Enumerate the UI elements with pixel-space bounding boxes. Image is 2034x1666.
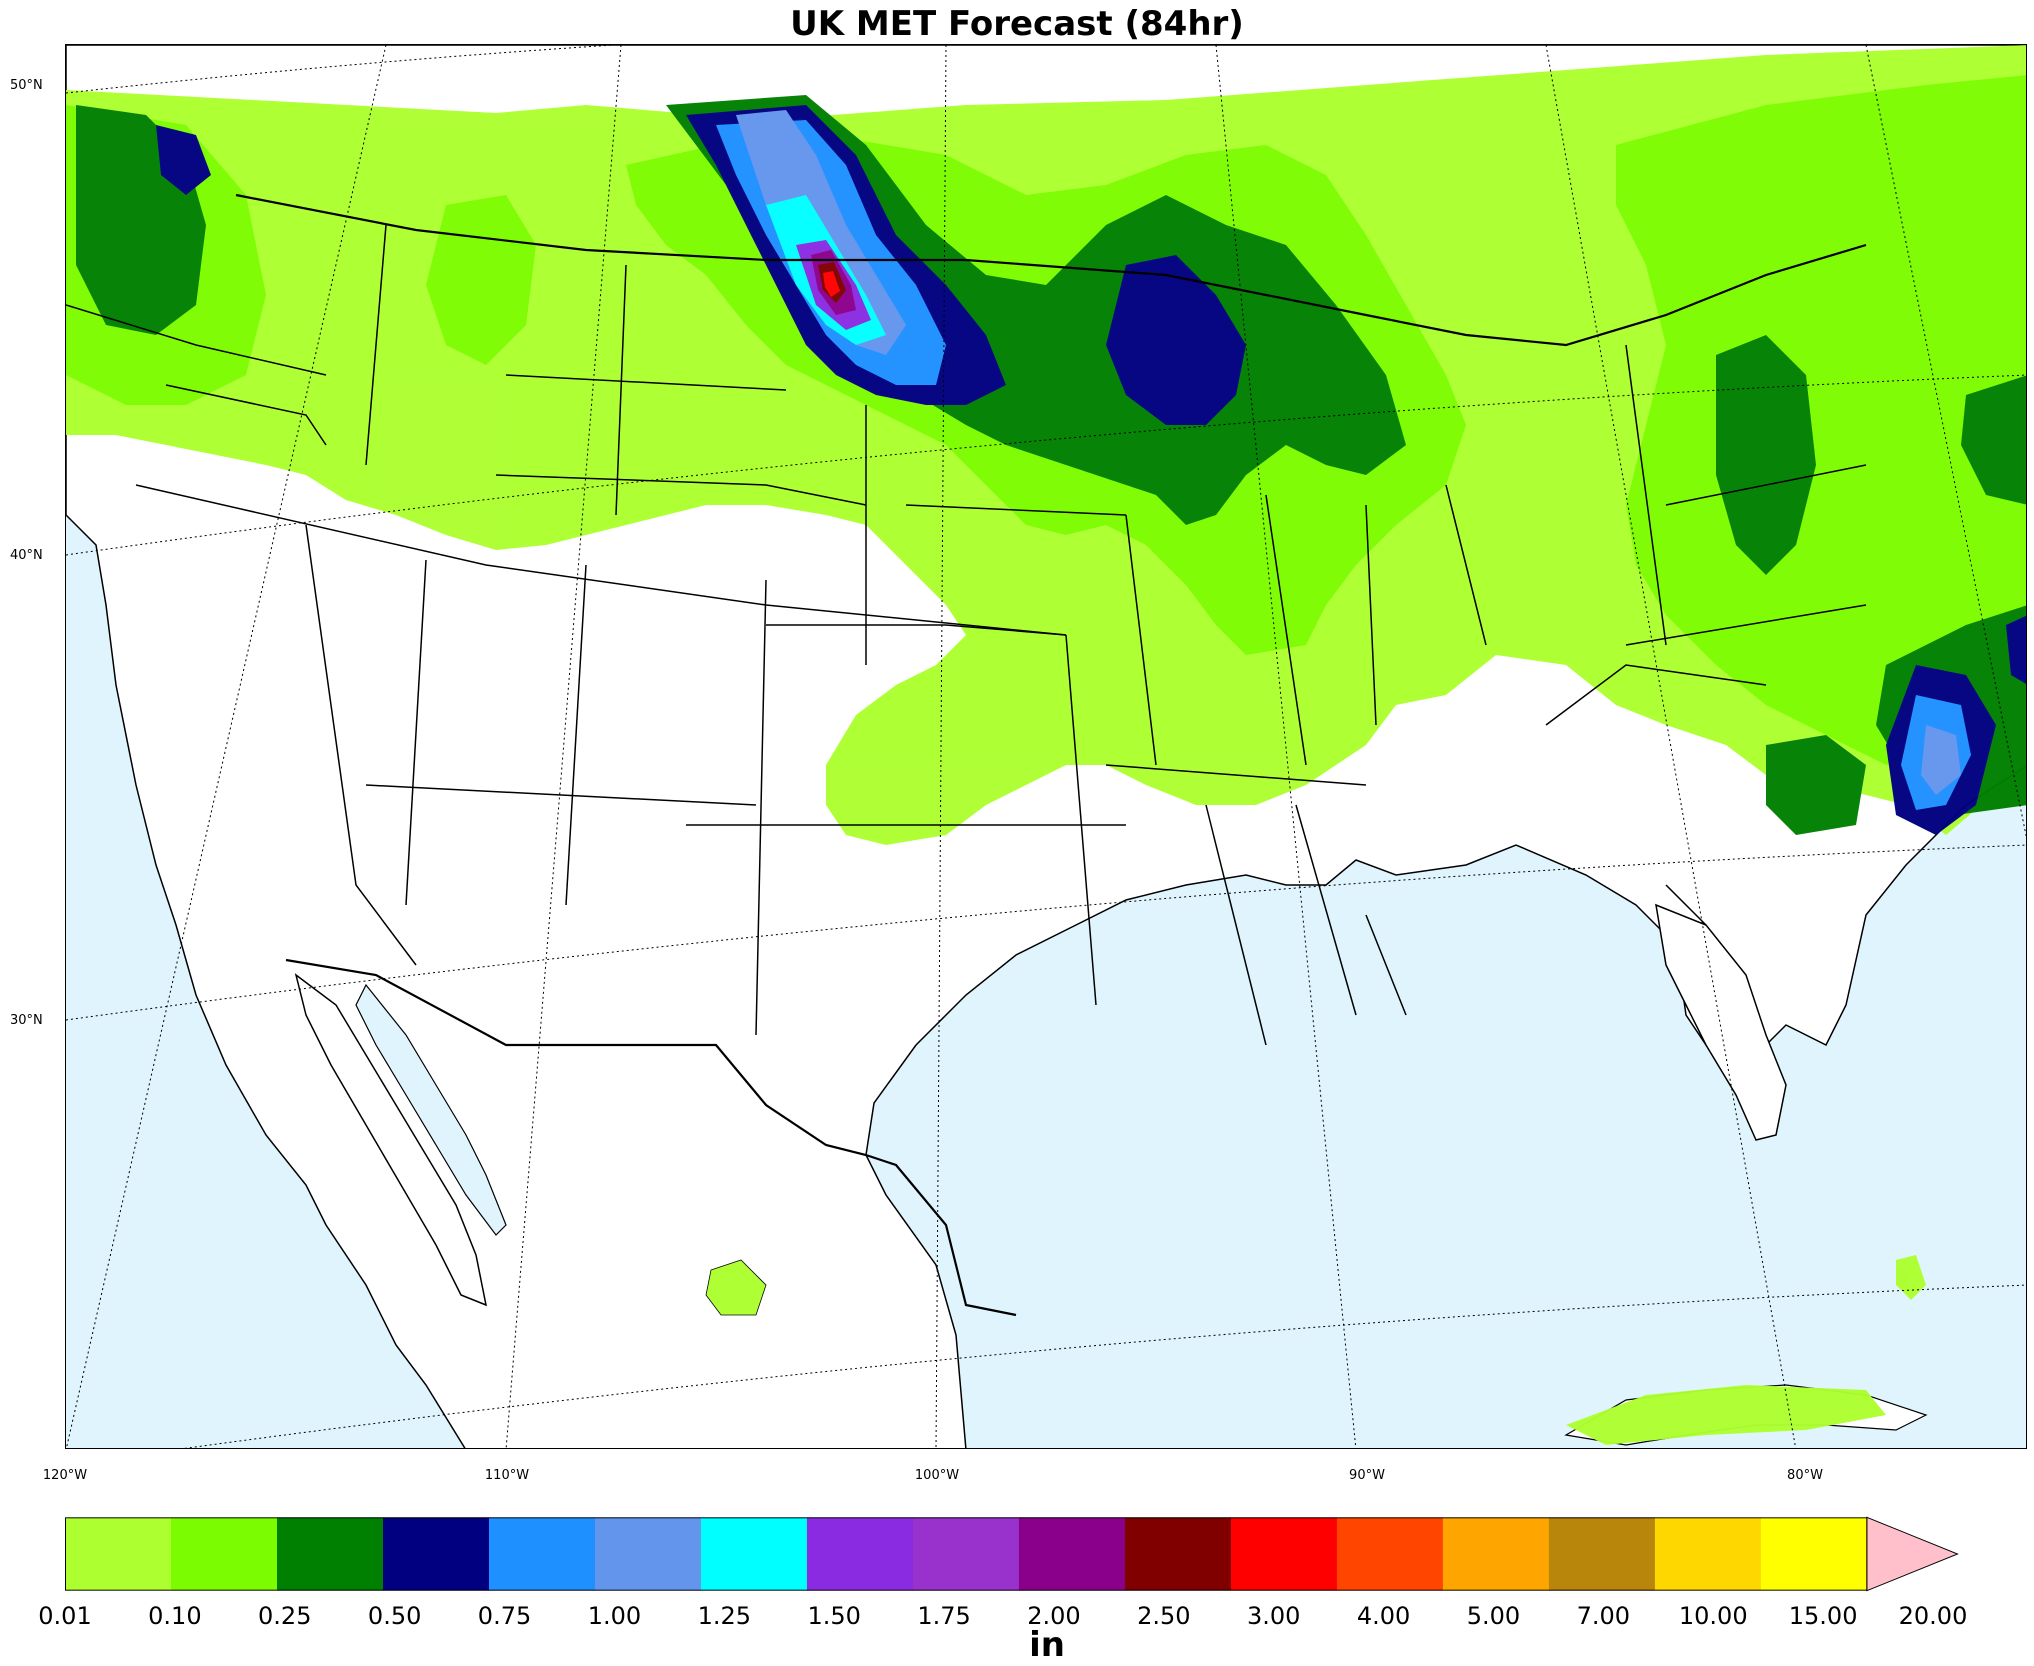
colorbar-segment <box>276 1517 384 1591</box>
colorbar-segment <box>65 1517 172 1591</box>
precip-contour-light-d <box>426 195 536 365</box>
colorbar-tick-label: 4.00 <box>1356 1602 1411 1630</box>
colorbar-tick-label: 20.00 <box>1898 1602 1968 1630</box>
lon-label-120w: 120°W <box>42 1468 88 1483</box>
colorbar-tick-label: 5.00 <box>1466 1602 1521 1630</box>
us-mexico-border <box>285 958 1017 1317</box>
precip-contour-heavy-b <box>1106 255 1246 425</box>
colorbar-frame <box>65 1517 1868 1591</box>
colorbar-segment <box>806 1517 914 1591</box>
lat-label-30n: 30°N <box>10 1013 43 1028</box>
colorbar-tick-label: 2.50 <box>1137 1602 1191 1630</box>
us-canada-border <box>235 193 1867 347</box>
colorbar-tick-label: 1.00 <box>587 1602 642 1630</box>
colorbar-tick-label: 0.50 <box>367 1602 422 1630</box>
borders <box>66 193 1867 1317</box>
lat-label-50n: 50°N <box>10 78 43 93</box>
lon-label-100w: 100°W <box>914 1468 960 1483</box>
colorbar-segment <box>700 1517 808 1591</box>
precip-contour-cuba <box>1566 1385 1886 1445</box>
baja-peninsula <box>294 973 488 1307</box>
colorbar-tick-label: 10.00 <box>1678 1602 1748 1630</box>
precip-contour-light-c <box>1616 75 2026 765</box>
colorbar-segment <box>170 1517 278 1591</box>
precip-contour-southwest-spot <box>705 1259 767 1316</box>
colorbar-tick-label: 3.00 <box>1246 1602 1301 1630</box>
precip-contour-1-00-b <box>1921 725 1961 795</box>
colorbar-segment <box>1760 1517 1868 1591</box>
colorbar-tick-label: 1.50 <box>807 1602 861 1630</box>
colorbar-extend-arrow <box>1866 1516 1959 1592</box>
colorbar-tick-label: 0.01 <box>38 1602 92 1630</box>
colorbar-tick-label: 2.00 <box>1027 1602 1081 1630</box>
lon-label-110w: 110°W <box>484 1468 530 1483</box>
colorbar-segment <box>1018 1517 1126 1591</box>
colorbar-segment <box>1654 1517 1762 1591</box>
colorbar-segment <box>594 1517 702 1591</box>
colorbar-unit: in <box>1029 1625 1065 1665</box>
colorbar-segment <box>1336 1517 1444 1591</box>
colorbar-segment <box>1230 1517 1338 1591</box>
precip-contour-moderate-c <box>1716 335 1816 575</box>
colorbar-segment <box>1124 1517 1232 1591</box>
precip-contour-3-00 <box>823 271 840 297</box>
colorbar-segment <box>1548 1517 1656 1591</box>
precip-contour-heavy-d <box>2006 615 2026 684</box>
precip-contour-moderate-d <box>1766 735 1866 835</box>
colorbar-segment <box>382 1517 490 1591</box>
colorbar-tick-label: 7.00 <box>1576 1602 1631 1630</box>
colorbar <box>65 1516 1959 1592</box>
gulf-of-california <box>355 983 507 1236</box>
colorbar-tick-label: 0.75 <box>477 1602 532 1630</box>
lon-label-90w: 90°W <box>1349 1468 1385 1483</box>
colorbar-tick-label: 15.00 <box>1788 1602 1858 1630</box>
colorbar-tick-label: 1.75 <box>917 1602 971 1630</box>
graticule <box>66 45 2026 1448</box>
florida <box>1655 903 1787 1141</box>
colorbar-tick-label: 1.25 <box>697 1602 751 1630</box>
colorbar-tick-label: 0.25 <box>258 1602 312 1630</box>
colorbar-segment <box>912 1517 1020 1591</box>
colorbar-segment <box>1442 1517 1550 1591</box>
lon-label-80w: 80°W <box>1787 1468 1823 1483</box>
colorbar-segment <box>488 1517 596 1591</box>
colorbar-tick-label: 0.10 <box>148 1602 202 1630</box>
precip-contour-moderate-f <box>1961 375 2026 505</box>
lat-label-40n: 40°N <box>10 548 43 563</box>
map-title: UK MET Forecast (84hr) <box>790 4 1244 44</box>
precip-contour-heavy-e <box>156 125 211 195</box>
precip-field <box>66 45 2026 1445</box>
precip-map <box>65 44 2027 1449</box>
precip-contour-bahamas <box>1896 1255 1926 1300</box>
